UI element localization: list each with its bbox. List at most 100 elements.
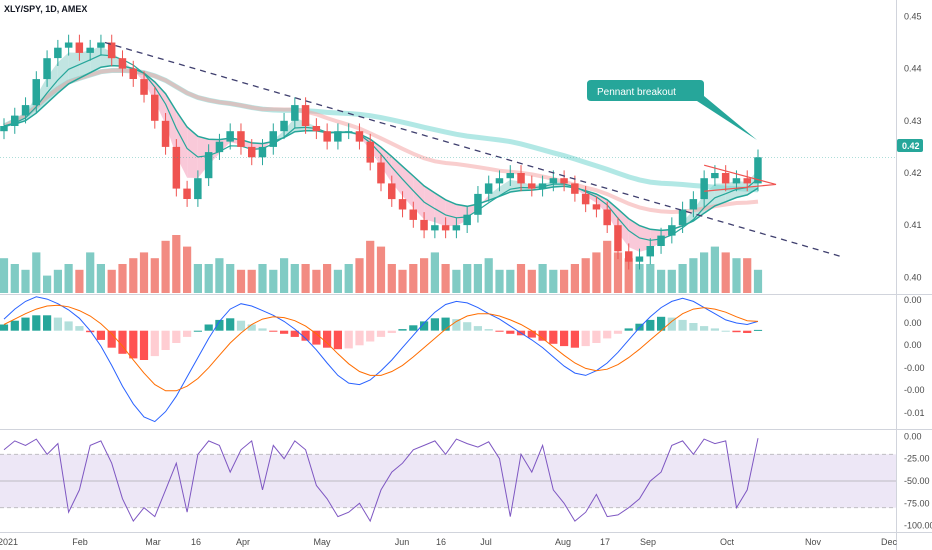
candle-body xyxy=(344,131,353,133)
volume-bar xyxy=(689,258,698,293)
price-y-tick-label: 0.45 xyxy=(904,11,922,21)
price-y-tick-label: 0.41 xyxy=(904,220,922,230)
macd-histogram-bar xyxy=(560,330,569,347)
macd-histogram-bar xyxy=(549,330,558,344)
candle-body xyxy=(118,58,127,69)
candle-body xyxy=(301,105,310,126)
symbol-title: XLY/SPY, 1D, AMEX xyxy=(4,4,87,14)
macd-histogram-bar xyxy=(247,324,256,331)
candle-body xyxy=(463,214,471,226)
volume-bar xyxy=(516,264,526,293)
macd-histogram-bar xyxy=(710,328,719,331)
macd-histogram-bar xyxy=(193,330,202,332)
candle-body xyxy=(323,131,331,142)
macd-histogram-bar xyxy=(689,323,698,331)
macd-histogram-bar xyxy=(473,326,482,331)
macd-histogram-bar xyxy=(236,320,246,331)
ema-ribbon-segment xyxy=(434,193,446,227)
candle-body xyxy=(743,178,751,184)
macd-histogram-bar xyxy=(75,326,84,331)
volume-bar xyxy=(667,269,676,293)
candle-body xyxy=(571,183,579,194)
volume-bar xyxy=(96,264,105,293)
macd-histogram-bar xyxy=(344,330,353,349)
volume-bar xyxy=(387,264,396,293)
candle-body xyxy=(161,120,170,147)
volume-bar xyxy=(592,252,601,293)
volume-bar xyxy=(226,264,235,293)
volume-bar xyxy=(495,269,504,293)
last-price-tag: 0.42 xyxy=(897,139,923,152)
price-y-tick-label: 0.42 xyxy=(904,168,922,178)
volume-bar xyxy=(538,264,547,293)
macd-histogram-bar xyxy=(10,320,19,331)
candle-body xyxy=(517,173,525,184)
oscillator-y-tick-label: -25.00 xyxy=(904,454,930,464)
macd-histogram-bar xyxy=(64,321,73,331)
volume-bar xyxy=(183,246,192,293)
x-tick-label: Dec xyxy=(881,537,898,547)
candle-body xyxy=(269,131,277,147)
price-y-tick-label: 0.43 xyxy=(904,116,922,126)
candle-body xyxy=(560,178,568,184)
x-tick-label: Mar xyxy=(145,537,161,547)
macd-y-tick-label: 0.00 xyxy=(904,318,922,328)
volume-bar xyxy=(506,269,515,293)
ema-slow-line xyxy=(3,64,759,232)
candle-body xyxy=(431,225,439,231)
pennant-breakout-callout[interactable]: Pennant breakout xyxy=(587,80,757,140)
candle-body xyxy=(312,126,321,132)
candle-body xyxy=(258,146,267,158)
macd-histogram-bar xyxy=(323,330,332,348)
macd-histogram-bar xyxy=(527,330,536,338)
macd-histogram-bar xyxy=(506,330,515,334)
candle-body xyxy=(409,209,417,220)
macd-histogram-bar xyxy=(53,317,62,331)
candle-body xyxy=(280,120,288,132)
volume-bar xyxy=(484,258,493,293)
macd-histogram-bar xyxy=(366,330,375,342)
volume-bar xyxy=(43,275,52,293)
volume-bar xyxy=(452,269,461,293)
macd-histogram-bar xyxy=(409,325,418,331)
candle-body xyxy=(581,193,590,205)
macd-histogram-bar xyxy=(624,328,633,331)
candle-body xyxy=(97,42,105,48)
macd-histogram-bar xyxy=(603,330,612,339)
volume-bar xyxy=(312,269,321,293)
ema-ribbon-segment xyxy=(90,46,101,73)
macd-y-tick-label: 0.00 xyxy=(904,295,922,305)
ema-ribbon-segment xyxy=(424,185,435,223)
macd-histogram-bar xyxy=(430,318,439,331)
volume-bar xyxy=(355,258,364,293)
price-y-tick-label: 0.40 xyxy=(904,272,922,282)
macd-histogram-bar xyxy=(463,322,472,331)
x-tick-label: Nov xyxy=(805,537,822,547)
macd-histogram-bar xyxy=(700,326,709,331)
candle-body xyxy=(592,204,601,210)
volume-bar xyxy=(527,269,536,293)
candle-body xyxy=(377,162,385,184)
macd-panel xyxy=(0,296,763,423)
candle-body xyxy=(711,173,719,179)
candle-body xyxy=(172,146,181,189)
candle-body xyxy=(721,173,730,184)
volume-bar xyxy=(366,240,375,293)
volume-bar xyxy=(75,269,84,293)
ema-ribbon-segment xyxy=(617,209,629,248)
candle-body xyxy=(237,131,245,147)
oscillator-y-tick-label: -75.00 xyxy=(904,498,930,508)
candle-body xyxy=(452,225,461,231)
volume-bar xyxy=(0,258,9,293)
volume-bar xyxy=(21,269,30,293)
candle-body xyxy=(140,79,148,95)
price-y-tick-label: 0.44 xyxy=(904,64,922,74)
volume-bar xyxy=(549,269,558,293)
volume-bar xyxy=(613,252,623,293)
ema-ribbon-segment xyxy=(68,52,80,84)
macd-histogram-bar xyxy=(215,319,224,331)
candle-body xyxy=(32,79,40,106)
callout-bubble xyxy=(587,80,757,140)
macd-histogram-bar xyxy=(398,329,407,331)
